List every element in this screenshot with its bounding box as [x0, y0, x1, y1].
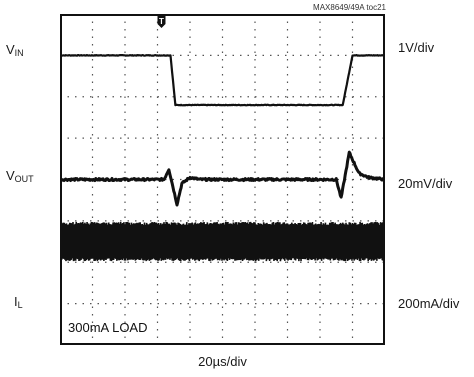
trigger-marker-label: T — [159, 17, 164, 26]
plot-frame — [60, 14, 385, 345]
channel-label-vin-sub: IN — [14, 48, 24, 58]
traces — [59, 53, 386, 262]
scale-label-vin: 1V/div — [398, 40, 435, 55]
scale-label-il: 200mA/div — [398, 296, 460, 311]
channel-label-vin-main: V — [6, 42, 15, 57]
channel-label-vout-sub: OUT — [14, 174, 34, 184]
trace-il — [59, 221, 386, 262]
load-annotation: 300mA LOAD — [68, 320, 148, 335]
trigger-marker: T — [157, 16, 166, 28]
trace-vout — [59, 150, 386, 207]
channel-label-vout-main: V — [6, 168, 15, 183]
channel-label-il-main: I — [14, 294, 18, 309]
scope-display: T 300mA LOAD — [59, 14, 386, 345]
scope-svg: T 300mA LOAD — [59, 14, 386, 345]
trace-vin — [59, 53, 386, 107]
figure-code: MAX8649/49A toc21 — [313, 3, 386, 12]
scale-label-vout: 20mV/div — [398, 176, 453, 191]
channel-label-il-sub: L — [17, 300, 23, 310]
trigger-marker-shape — [157, 16, 166, 28]
channel-label-vin: VIN — [6, 42, 24, 58]
channel-label-vout: VOUT — [6, 168, 34, 184]
time-scale-label: 20µs/div — [198, 354, 247, 369]
channel-label-il: IL — [14, 294, 23, 310]
